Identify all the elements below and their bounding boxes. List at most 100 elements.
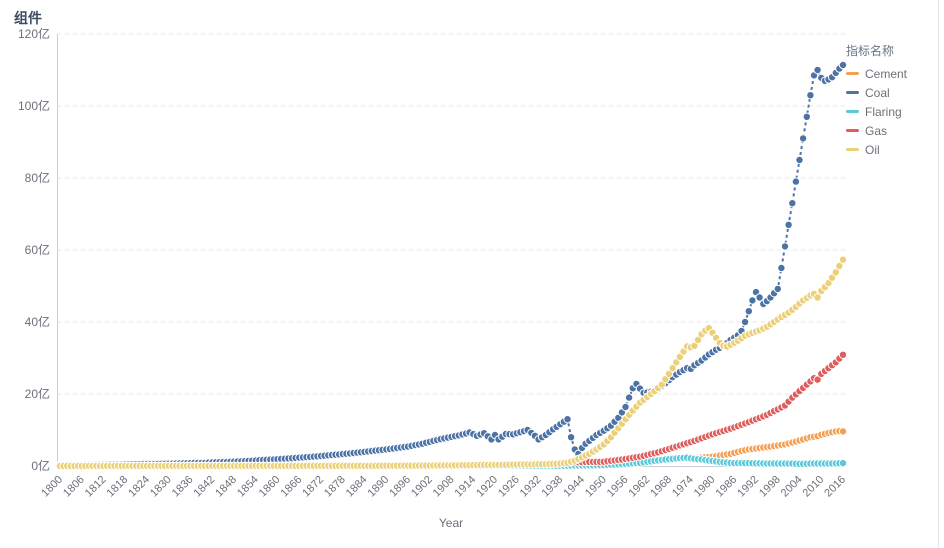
- data-point: [788, 199, 797, 208]
- x-tick-label: 1824: [126, 474, 152, 500]
- x-tick-label: 1992: [735, 474, 761, 500]
- data-point: [621, 402, 630, 412]
- legend-dash-icon: [846, 129, 859, 132]
- x-tick-label: 1980: [692, 474, 718, 500]
- x-tick-label: 1986: [714, 474, 740, 500]
- x-tick-label: 1998: [757, 474, 783, 500]
- x-tick-label: 1950: [583, 474, 609, 500]
- legend-item-label: Gas: [865, 123, 888, 138]
- x-tick-label: 1860: [257, 474, 283, 500]
- x-tick-label: 1878: [322, 474, 348, 500]
- data-point: [813, 375, 822, 384]
- y-tick-label: 0亿: [31, 458, 50, 473]
- data-point: [838, 427, 848, 436]
- legend-item-label: Cement: [865, 66, 908, 81]
- data-point: [838, 350, 848, 359]
- x-tick-label: 1956: [605, 474, 631, 500]
- data-point: [773, 284, 782, 294]
- x-tick-label: 1848: [213, 474, 239, 500]
- legend-item-label: Flaring: [865, 104, 902, 119]
- x-tick-label: 2016: [822, 474, 848, 500]
- x-tick-label: 1902: [409, 474, 435, 500]
- data-point: [668, 363, 677, 373]
- legend-dash-icon: [846, 148, 859, 151]
- data-point: [813, 65, 822, 75]
- y-tick-label: 40亿: [25, 314, 50, 329]
- data-point: [755, 293, 764, 302]
- data-point: [835, 261, 844, 271]
- legend-dash-icon: [846, 91, 859, 94]
- x-axis-labels: 1800180618121818182418301836184218481854…: [39, 474, 848, 500]
- x-tick-label: 1944: [561, 474, 587, 500]
- x-tick-label: 1932: [518, 474, 544, 500]
- x-tick-label: 1854: [235, 474, 261, 500]
- data-point: [784, 220, 793, 230]
- data-point: [563, 415, 572, 424]
- series-line: [60, 354, 844, 467]
- series-oil[interactable]: [55, 255, 848, 471]
- data-point: [838, 60, 848, 70]
- y-tick-label: 20亿: [25, 386, 50, 401]
- data-point: [744, 307, 753, 316]
- y-tick-label: 120亿: [18, 26, 50, 41]
- x-tick-label: 1842: [192, 474, 218, 500]
- legend-title: 指标名称: [846, 44, 895, 58]
- page-title: 组件: [14, 10, 42, 26]
- legend-item-flaring[interactable]: Flaring: [846, 102, 938, 121]
- x-tick-label: 1836: [170, 474, 196, 500]
- data-point: [802, 112, 811, 122]
- data-point: [798, 134, 808, 143]
- x-tick-label: 1812: [83, 474, 109, 500]
- x-tick-label: 1806: [61, 474, 87, 500]
- x-tick-label: 1908: [431, 474, 457, 500]
- right-border-line: [938, 0, 939, 548]
- data-point: [838, 458, 848, 468]
- legend-item-cement[interactable]: Cement: [846, 64, 938, 83]
- x-tick-label: 1926: [496, 474, 522, 500]
- legend-item-label: Coal: [865, 85, 890, 100]
- y-tick-label: 60亿: [25, 242, 50, 257]
- series-coal[interactable]: [55, 60, 848, 470]
- x-tick-label: 1974: [670, 474, 696, 500]
- gridlines: [57, 33, 845, 395]
- legend-item-label: Oil: [865, 142, 880, 157]
- y-axis-labels: 0亿 20亿 40亿 60亿 80亿 100亿 120亿: [18, 26, 50, 473]
- x-tick-label: 1890: [366, 474, 392, 500]
- legend: 指标名称 Cement Coal Flaring Gas Oil: [846, 42, 938, 159]
- x-tick-label: 2004: [779, 474, 805, 500]
- data-point: [624, 393, 634, 402]
- data-point: [791, 177, 801, 186]
- data-point: [777, 263, 786, 273]
- y-tick-label: 80亿: [25, 170, 50, 185]
- data-point: [813, 293, 822, 302]
- x-axis-title: Year: [438, 516, 464, 530]
- x-tick-label: 1800: [39, 474, 65, 500]
- legend-item-oil[interactable]: Oil: [846, 140, 938, 159]
- legend-item-coal[interactable]: Coal: [846, 83, 938, 102]
- data-point: [740, 317, 750, 327]
- data-point: [748, 296, 757, 305]
- x-tick-label: 1968: [648, 474, 674, 500]
- y-tick-label: 100亿: [18, 98, 50, 113]
- data-point: [831, 268, 840, 277]
- x-tick-label: 2010: [801, 474, 827, 500]
- x-tick-label: 1920: [474, 474, 500, 500]
- x-tick-label: 1866: [279, 474, 305, 500]
- x-tick-label: 1884: [344, 474, 370, 500]
- x-tick-label: 1962: [627, 474, 653, 500]
- x-tick-label: 1914: [453, 474, 479, 500]
- legend-item-gas[interactable]: Gas: [846, 121, 938, 140]
- data-point: [806, 91, 815, 100]
- data-point: [566, 433, 576, 442]
- legend-dash-icon: [846, 110, 859, 113]
- x-tick-label: 1872: [300, 474, 326, 500]
- series-line: [60, 64, 844, 467]
- data-point: [838, 255, 848, 264]
- legend-items: Cement Coal Flaring Gas Oil: [846, 64, 938, 159]
- x-tick-label: 1896: [387, 474, 413, 500]
- x-tick-label: 1830: [148, 474, 174, 500]
- data-point: [780, 242, 790, 251]
- legend-dash-icon: [846, 72, 859, 75]
- x-tick-label: 1938: [540, 474, 566, 500]
